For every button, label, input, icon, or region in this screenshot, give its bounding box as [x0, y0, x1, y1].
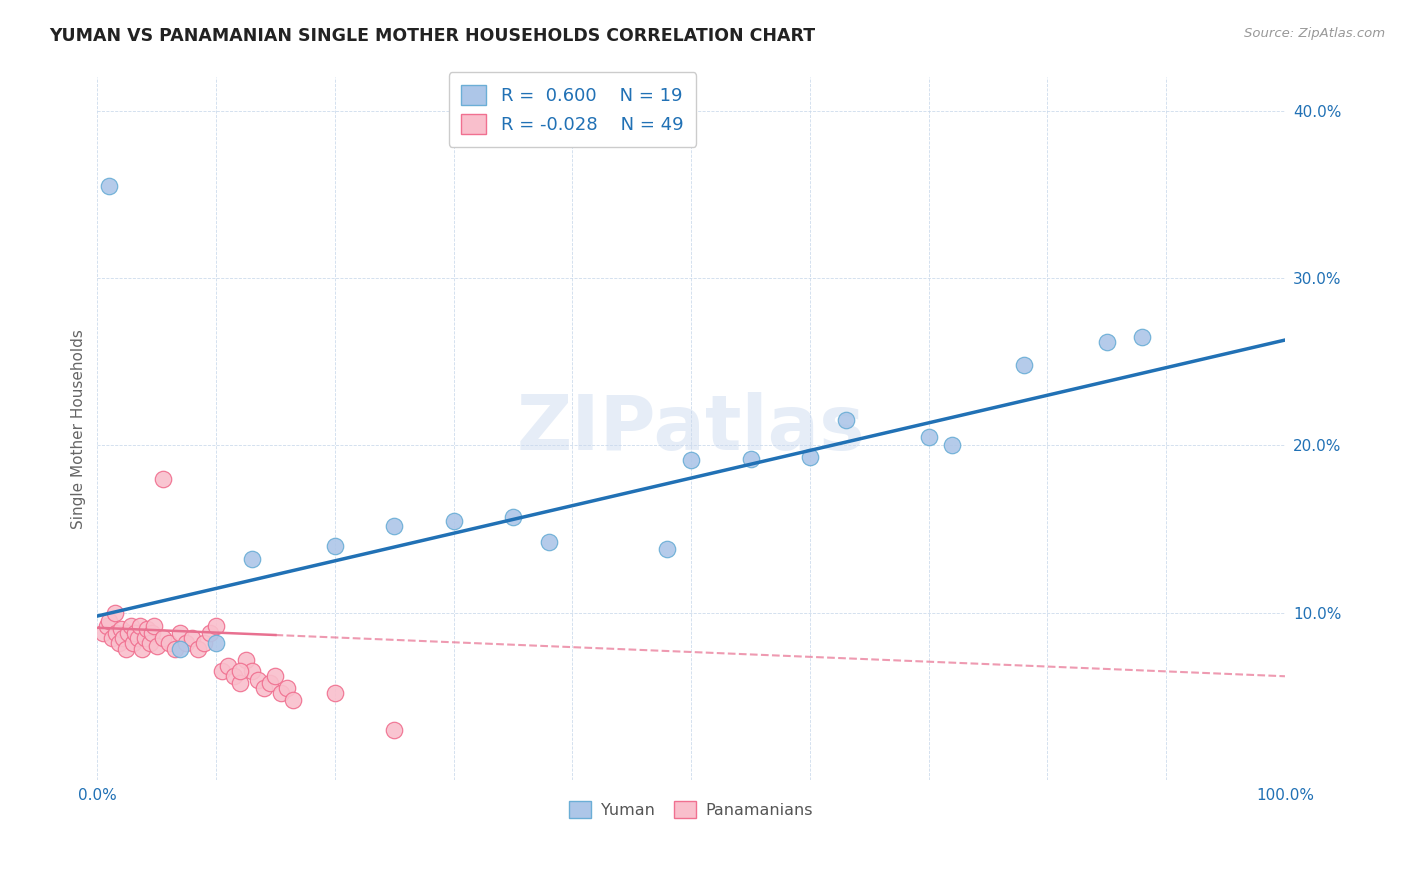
Point [96, 619, 118, 633]
Point [235, 652, 257, 666]
Point [229, 665, 252, 679]
Point [181, 631, 204, 645]
Point [323, 686, 346, 700]
Point [145, 639, 167, 653]
Point [136, 623, 159, 637]
Point [382, 723, 405, 737]
Point [217, 659, 239, 673]
Point [129, 619, 152, 633]
Text: YUMAN VS PANAMANIAN SINGLE MOTHER HOUSEHOLDS CORRELATION CHART: YUMAN VS PANAMANIAN SINGLE MOTHER HOUSEH… [49, 27, 815, 45]
Point [143, 619, 166, 633]
Point [176, 636, 198, 650]
Point [131, 642, 153, 657]
Point [120, 619, 142, 633]
Point [141, 625, 163, 640]
Point [941, 438, 963, 452]
Point [124, 625, 146, 640]
Point [115, 642, 138, 657]
Point [502, 510, 524, 524]
Point [152, 631, 174, 645]
Point [283, 692, 305, 706]
Point [205, 636, 228, 650]
Point [252, 681, 274, 695]
Legend: Yuman, Panamanians: Yuman, Panamanians [562, 795, 820, 825]
Point [240, 552, 263, 566]
Point [657, 542, 679, 557]
Point [152, 472, 174, 486]
Point [443, 514, 465, 528]
Point [264, 669, 287, 683]
Point [193, 636, 215, 650]
Point [222, 669, 245, 683]
Point [112, 631, 135, 645]
Point [229, 676, 252, 690]
Point [163, 642, 186, 657]
Point [198, 625, 221, 640]
Point [100, 631, 122, 645]
Point [246, 673, 269, 687]
Point [157, 636, 180, 650]
Point [259, 676, 281, 690]
Point [276, 681, 298, 695]
Point [127, 631, 149, 645]
Text: Source: ZipAtlas.com: Source: ZipAtlas.com [1244, 27, 1385, 40]
Point [211, 665, 233, 679]
Point [169, 642, 191, 657]
Point [537, 535, 560, 549]
Point [122, 636, 145, 650]
Point [918, 430, 941, 444]
Text: ZIPatlas: ZIPatlas [517, 392, 866, 466]
Point [98, 179, 121, 194]
Point [1012, 358, 1035, 372]
Point [681, 453, 703, 467]
Point [1132, 329, 1154, 343]
Point [205, 619, 228, 633]
Point [740, 451, 762, 466]
Point [1095, 334, 1118, 349]
Point [117, 625, 139, 640]
Point [323, 539, 346, 553]
Point [98, 614, 121, 628]
Point [799, 450, 821, 464]
Point [104, 606, 127, 620]
Point [105, 625, 128, 640]
Point [134, 631, 156, 645]
Point [270, 686, 292, 700]
Point [187, 642, 209, 657]
Point [91, 625, 114, 640]
Point [107, 636, 129, 650]
Point [240, 665, 263, 679]
Point [138, 636, 160, 650]
Y-axis label: Single Mother Households: Single Mother Households [72, 329, 86, 529]
Point [169, 625, 191, 640]
Point [382, 518, 405, 533]
Point [110, 623, 132, 637]
Point [834, 413, 856, 427]
